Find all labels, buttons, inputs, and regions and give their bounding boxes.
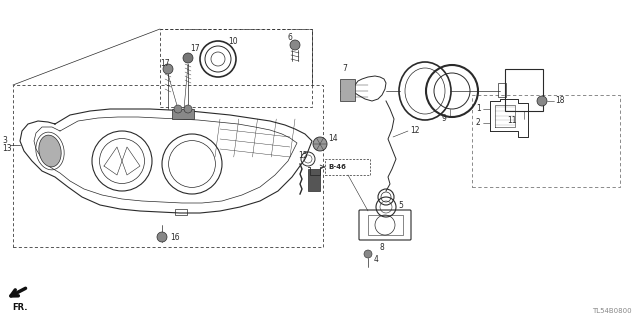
Text: 13: 13 <box>2 145 12 153</box>
Circle shape <box>183 53 193 63</box>
Bar <box>498 83 506 97</box>
Text: TL54B0800: TL54B0800 <box>593 308 632 314</box>
Text: 15: 15 <box>298 151 308 160</box>
Text: 17: 17 <box>190 44 200 54</box>
Bar <box>472 95 620 187</box>
Text: 3: 3 <box>2 137 7 145</box>
Ellipse shape <box>39 135 61 167</box>
Text: 5: 5 <box>398 201 403 210</box>
Circle shape <box>364 250 372 258</box>
Text: 12: 12 <box>410 127 419 136</box>
Text: 18: 18 <box>555 97 564 106</box>
Text: 6: 6 <box>288 33 293 41</box>
Circle shape <box>184 105 192 113</box>
Text: B-46: B-46 <box>328 164 346 170</box>
Text: 7: 7 <box>342 64 347 73</box>
Circle shape <box>174 105 182 113</box>
Bar <box>340 79 355 101</box>
Text: FR.: FR. <box>12 302 28 311</box>
Bar <box>325 159 370 175</box>
Text: 4: 4 <box>374 255 379 263</box>
Circle shape <box>157 232 167 242</box>
Bar <box>172 109 194 119</box>
Circle shape <box>163 64 173 74</box>
Bar <box>308 169 320 191</box>
Circle shape <box>313 137 327 151</box>
Text: 16: 16 <box>170 233 180 241</box>
Text: 10: 10 <box>228 36 237 46</box>
Text: 17: 17 <box>160 60 170 69</box>
Bar <box>505 69 543 111</box>
Text: 2: 2 <box>476 118 481 128</box>
Bar <box>175 209 187 215</box>
Text: 9: 9 <box>442 115 447 123</box>
Circle shape <box>290 40 300 50</box>
Bar <box>160 29 312 107</box>
Text: 8: 8 <box>380 242 385 251</box>
Circle shape <box>537 96 547 106</box>
Text: 1: 1 <box>476 105 481 114</box>
Bar <box>13 85 323 247</box>
Text: 14: 14 <box>328 135 338 144</box>
Text: 11: 11 <box>508 116 516 125</box>
Bar <box>368 215 403 235</box>
